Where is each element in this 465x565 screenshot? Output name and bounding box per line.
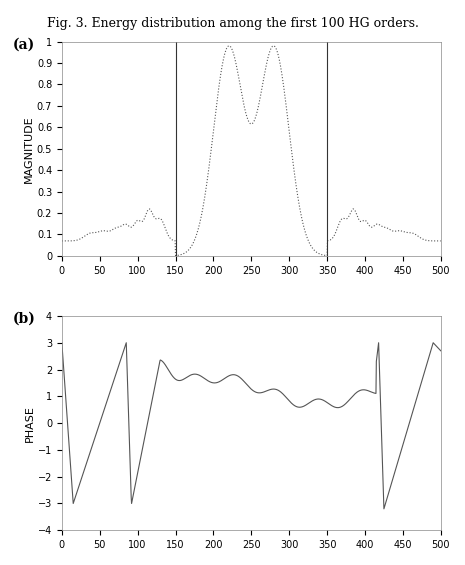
Y-axis label: PHASE: PHASE [25,405,35,442]
Text: (a): (a) [13,37,35,51]
Text: (b): (b) [13,312,35,325]
Y-axis label: MAGNITUDE: MAGNITUDE [24,115,34,182]
Text: Fig. 3. Energy distribution among the first 100 HG orders.: Fig. 3. Energy distribution among the fi… [46,17,418,30]
